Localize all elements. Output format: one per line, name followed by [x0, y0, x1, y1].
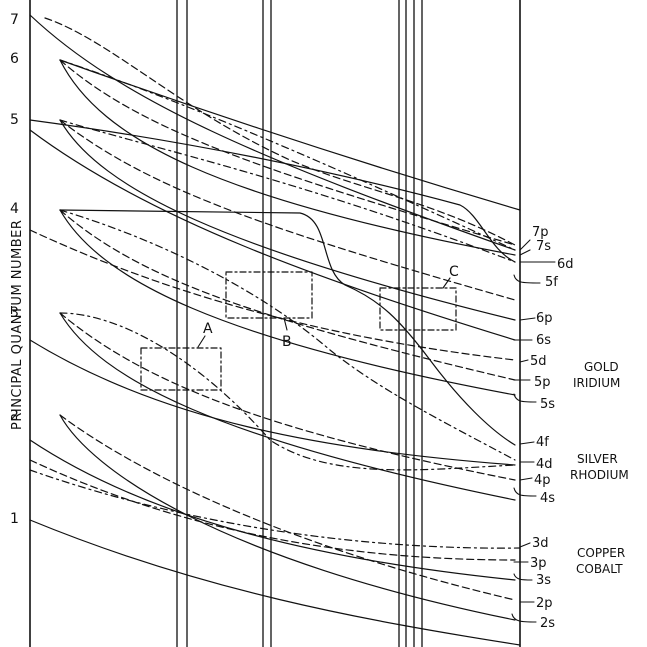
orbital-3s: 3s — [536, 573, 551, 588]
region-label-a: A — [203, 321, 213, 337]
orbital-4f: 4f — [536, 435, 549, 450]
group-1-line1: GOLD — [584, 360, 619, 374]
orbital-4d: 4d — [536, 457, 553, 472]
region-box-b: B — [225, 271, 313, 350]
orbital-7p: 7p — [532, 225, 549, 240]
y-tick-labels: 1 2 3 4 5 6 7 — [10, 12, 19, 527]
orbital-6d: 6d — [557, 257, 574, 272]
group-3-line2: COBALT — [576, 562, 623, 576]
region-box-a: A — [140, 321, 222, 391]
orbital-4p: 4p — [534, 473, 551, 488]
element-group-labels: GOLD IRIDIUM SILVER RHODIUM COPPER COBAL… — [570, 360, 629, 576]
orbital-7s: 7s — [536, 239, 551, 254]
orbital-4s: 4s — [540, 491, 555, 506]
orbital-3d: 3d — [532, 536, 549, 551]
orbital-5f: 5f — [545, 275, 558, 290]
group-1-line2: IRIDIUM — [573, 376, 620, 390]
region-label-c: C — [449, 264, 459, 280]
y-axis-label: PRINCIPAL QUANTUM NUMBER — [10, 220, 25, 430]
orbital-6s: 6s — [536, 333, 551, 348]
group-2-line1: SILVER — [577, 452, 618, 466]
y-tick-4: 4 — [10, 201, 19, 217]
group-3-line1: COPPER — [577, 546, 625, 560]
orbital-5p: 5p — [534, 375, 551, 390]
y-tick-2: 2 — [10, 408, 19, 424]
y-tick-1: 1 — [10, 511, 19, 527]
orbital-2p: 2p — [536, 596, 553, 611]
y-tick-3: 3 — [10, 305, 19, 321]
orbital-labels: 7p 7s 6d 5f 6p 6s 5d 5p 5s 4f 4d 4p 4s 3… — [511, 225, 574, 631]
energy-curves — [29, 14, 521, 646]
y-tick-5: 5 — [10, 112, 19, 128]
orbital-2s: 2s — [540, 616, 555, 631]
group-2-line2: RHODIUM — [570, 468, 629, 482]
vertical-boundaries — [176, 0, 423, 647]
orbital-5s: 5s — [540, 397, 555, 412]
y-tick-7: 7 — [10, 12, 19, 28]
region-box-c: C — [379, 264, 459, 331]
y-tick-6: 6 — [10, 51, 19, 67]
region-label-b: B — [282, 334, 292, 350]
orbital-5d: 5d — [530, 354, 547, 369]
orbital-6p: 6p — [536, 311, 553, 326]
orbital-3p: 3p — [530, 556, 547, 571]
